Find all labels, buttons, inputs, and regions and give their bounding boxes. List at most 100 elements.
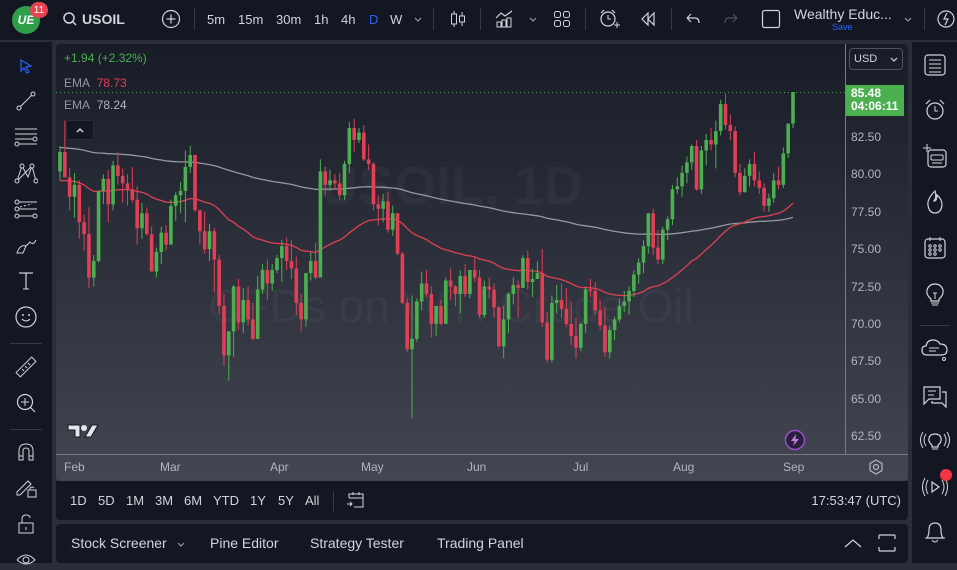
layout-dropdown[interactable] (903, 0, 913, 38)
text-tool[interactable] (12, 267, 40, 295)
create-alert-button[interactable] (598, 0, 620, 38)
interval-dropdown[interactable] (413, 0, 423, 38)
candle (559, 283, 564, 318)
trend-line-tool[interactable] (12, 87, 40, 115)
tab-trading-panel[interactable]: Trading Panel (437, 535, 524, 551)
tab-stock-screener[interactable]: Stock Screener (71, 535, 167, 551)
chevron-up-icon[interactable] (843, 537, 863, 549)
tab-strategy-tester[interactable]: Strategy Tester (310, 535, 404, 551)
tab-pine-editor[interactable]: Pine Editor (210, 535, 279, 551)
save-link[interactable]: Save (832, 21, 853, 32)
candle (718, 99, 723, 136)
candle (212, 228, 217, 293)
brush-tool[interactable] (12, 231, 40, 259)
chart-settings-button[interactable] (868, 459, 884, 475)
ideas-button[interactable] (920, 280, 950, 310)
streams-button[interactable] (920, 469, 952, 502)
candle (781, 147, 786, 188)
candle (120, 168, 125, 203)
indicators-button[interactable] (494, 0, 516, 38)
range-all[interactable]: All (305, 493, 320, 508)
zoom-in-tool[interactable] (12, 389, 40, 417)
text-icon (19, 272, 33, 290)
interval-5m[interactable]: 5m (207, 11, 226, 27)
range-6m[interactable]: 6M (184, 493, 203, 508)
range-1y[interactable]: 1Y (250, 493, 266, 508)
replay-button[interactable] (639, 0, 657, 38)
utc-clock[interactable]: 17:53:47 (UTC) (811, 493, 901, 508)
range-1m[interactable]: 1M (126, 493, 145, 508)
magnet-mode-button[interactable] (12, 438, 40, 466)
range-3m[interactable]: 3M (155, 493, 174, 508)
range-1d[interactable]: 1D (70, 493, 87, 508)
minds-button[interactable] (920, 335, 950, 365)
date-range-bar: 1D 5D 1M 3M 6M YTD 1Y 5Y All 17:53:47 (U… (56, 481, 908, 520)
layout-templates-button[interactable] (553, 0, 571, 38)
divider (671, 8, 672, 30)
time-axis[interactable]: Feb Mar Apr May Jun Jul Aug Sep (56, 455, 845, 481)
pattern-tool[interactable] (12, 159, 40, 187)
object-tree-button[interactable] (920, 141, 950, 171)
interval-30m[interactable]: 30m (276, 11, 302, 27)
hotlists-button[interactable] (920, 187, 950, 217)
interval-4h[interactable]: 4h (341, 11, 356, 27)
candle (96, 190, 101, 263)
chart-type-button[interactable] (449, 0, 467, 38)
candle (521, 255, 525, 288)
tv-logo-icon (67, 424, 99, 438)
hide-drawings-button[interactable] (12, 542, 40, 570)
lightbulb-broadcast-icon (920, 431, 950, 450)
tradingview-logo[interactable] (66, 422, 100, 440)
fullscreen-layout-button[interactable] (761, 0, 781, 38)
candle (352, 119, 356, 152)
redo-button[interactable] (722, 0, 740, 38)
chevron-down-icon[interactable] (176, 539, 186, 549)
candle (665, 216, 670, 241)
ema-slow-legend[interactable]: EMA 78.24 (60, 96, 131, 114)
notifications-button[interactable] (920, 517, 950, 547)
horizontal-lines-tool[interactable] (12, 123, 40, 151)
measure-tool[interactable] (12, 353, 40, 381)
range-5d[interactable]: 5D (98, 493, 115, 508)
ema-fast-legend[interactable]: EMA 78.73 (64, 76, 127, 90)
lock-drawings-button[interactable] (12, 473, 40, 501)
ema-slow-label: EMA (64, 98, 90, 112)
interval-15m[interactable]: 15m (238, 11, 264, 27)
candle (424, 270, 429, 297)
candle (689, 144, 694, 170)
watchlist-button[interactable] (920, 50, 950, 80)
undo-button[interactable] (684, 0, 702, 38)
maximize-panel-icon[interactable] (878, 534, 896, 552)
collapse-legend-button[interactable] (66, 120, 94, 140)
candle (405, 298, 410, 353)
candle (188, 145, 193, 173)
time-label: Sep (783, 460, 805, 474)
chats-button[interactable] (920, 382, 950, 412)
alerts-button[interactable] (920, 95, 950, 125)
interval-w[interactable]: W (390, 11, 403, 27)
chart-pane[interactable]: USOIL, 1D CFDs on WTI Crude Oil +1.94 (+2… (56, 44, 908, 481)
interval-d[interactable]: D (369, 11, 379, 27)
lightning-search-icon (937, 10, 955, 28)
go-to-date-button[interactable] (346, 490, 366, 510)
layout-name-button[interactable]: Wealthy Educ... Save (794, 0, 892, 38)
tech-ideas-stream-button[interactable] (920, 427, 950, 457)
candle (135, 186, 139, 245)
compare-symbol-button[interactable] (161, 0, 181, 38)
emoji-tool[interactable] (12, 303, 40, 331)
range-ytd[interactable]: YTD (213, 493, 239, 508)
notification-badge: 11 (30, 2, 48, 18)
quick-search-button[interactable] (935, 0, 957, 38)
calendar-button[interactable] (920, 233, 950, 263)
symbol-search[interactable]: USOIL (62, 0, 125, 38)
news-flash-button[interactable] (784, 429, 806, 451)
indicators-dropdown[interactable] (528, 0, 538, 38)
lock-all-button[interactable] (12, 510, 40, 538)
interval-1h[interactable]: 1h (314, 11, 329, 27)
cursor-tool[interactable] (12, 52, 40, 80)
currency-selector[interactable]: USD (849, 48, 903, 70)
prediction-tool[interactable] (12, 195, 40, 223)
range-5y[interactable]: 5Y (278, 493, 294, 508)
flame-icon (927, 189, 943, 214)
